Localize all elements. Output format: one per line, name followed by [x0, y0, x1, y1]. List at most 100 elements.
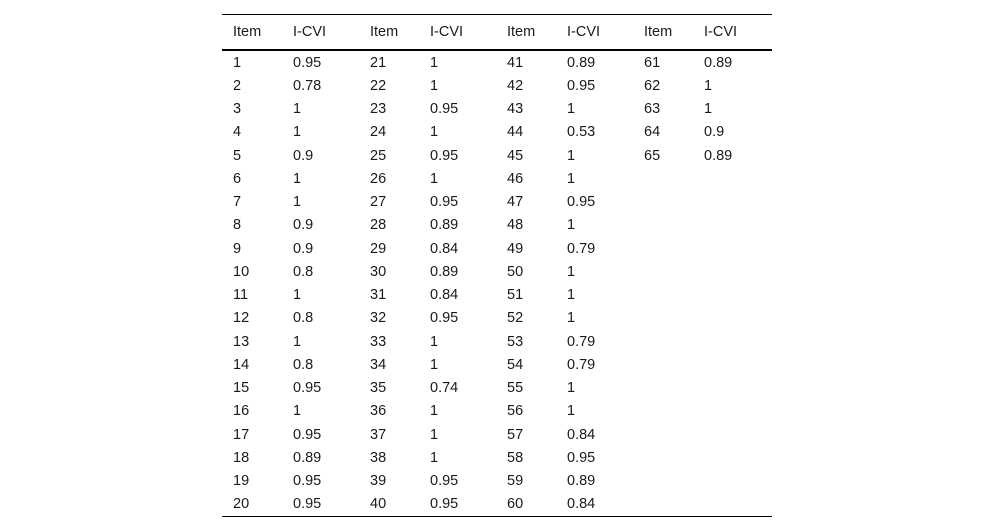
item-cell: 36	[370, 403, 387, 420]
item-cell: 8	[233, 217, 242, 234]
icvi-cell: 0.84	[430, 287, 459, 304]
icvi-cell: 0.95	[567, 194, 596, 211]
table-row: 9 0.9 29 0.84 49 0.79	[222, 237, 772, 260]
item-cell: 45	[507, 147, 524, 164]
table-row: 2 0.78 22 1 42 0.95 62 1	[222, 74, 772, 97]
table-row: 13 1 33 1 53 0.79	[222, 330, 772, 353]
item-cell	[633, 237, 693, 260]
item-cell: 55	[507, 380, 524, 397]
icvi-cell: 0.79	[567, 240, 596, 257]
item-cell: 11	[233, 287, 249, 304]
item-cell	[633, 167, 693, 190]
item-cell: 9	[233, 240, 242, 257]
icvi-cell: 1	[293, 101, 302, 118]
item-cell: 18	[233, 449, 250, 466]
icvi-cell: 1	[567, 217, 576, 234]
item-cell: 44	[507, 124, 524, 141]
item-cell: 49	[507, 240, 524, 257]
icvi-cell: 1	[567, 310, 576, 327]
icvi-cell	[693, 423, 772, 446]
item-cell: 32	[370, 310, 387, 327]
item-cell: 57	[507, 426, 524, 443]
icvi-cell	[693, 167, 772, 190]
icvi-cell: 1	[430, 124, 439, 141]
item-cell: 46	[507, 170, 524, 187]
item-column-header: Item	[496, 14, 556, 51]
item-cell	[633, 260, 693, 283]
table-row: 19 0.95 39 0.95 59 0.89	[222, 470, 772, 493]
item-cell: 37	[370, 426, 387, 443]
icvi-cell: 0.8	[293, 310, 314, 327]
icvi-cell	[693, 260, 772, 283]
item-cell: 43	[507, 101, 524, 118]
icvi-cell: 0.78	[293, 77, 322, 94]
table-row: 20 0.95 40 0.95 60 0.84	[222, 493, 772, 517]
table-row: 5 0.9 25 0.95 45 1 65 0.89	[222, 144, 772, 167]
icvi-cell: 0.89	[567, 54, 596, 71]
icvi-cell: 1	[430, 170, 439, 187]
icvi-cell	[693, 493, 772, 517]
item-cell: 21	[370, 54, 387, 71]
item-cell	[633, 191, 693, 214]
item-cell: 5	[233, 147, 242, 164]
item-cell: 27	[370, 194, 387, 211]
icvi-cell: 0.79	[567, 333, 596, 350]
icvi-cell: 0.95	[430, 310, 459, 327]
item-cell: 35	[370, 380, 387, 397]
icvi-cell: 0.95	[293, 473, 322, 490]
item-cell	[633, 446, 693, 469]
item-cell: 24	[370, 124, 387, 141]
icvi-cell	[693, 470, 772, 493]
icvi-cell: 1	[430, 403, 439, 420]
item-cell: 13	[233, 333, 250, 350]
icvi-cell: 0.89	[430, 217, 459, 234]
item-cell	[633, 470, 693, 493]
icvi-cell	[693, 330, 772, 353]
icvi-cell: 0.95	[293, 496, 322, 513]
item-cell: 1	[233, 54, 242, 71]
table-row: 18 0.89 38 1 58 0.95	[222, 446, 772, 469]
item-cell: 60	[507, 496, 524, 513]
item-cell: 12	[233, 310, 250, 327]
item-cell: 63	[644, 101, 661, 118]
icvi-cell	[693, 237, 772, 260]
icvi-cell: 1	[567, 101, 576, 118]
icvi-cell: 1	[567, 170, 576, 187]
table-row: 15 0.95 35 0.74 55 1	[222, 377, 772, 400]
icvi-cell: 1	[567, 263, 576, 280]
table-row: 10 0.8 30 0.89 50 1	[222, 260, 772, 283]
icvi-cell: 0.95	[430, 473, 459, 490]
icvi-cell: 1	[430, 356, 439, 373]
icvi-cell: 1	[293, 403, 302, 420]
item-cell	[633, 400, 693, 423]
icvi-cell: 0.89	[430, 263, 459, 280]
icvi-cell: 0.95	[293, 54, 322, 71]
item-cell: 14	[233, 356, 250, 373]
icvi-cell: 1	[293, 170, 302, 187]
item-cell: 53	[507, 333, 524, 350]
icvi-cell: 0.95	[430, 194, 459, 211]
icvi-column-header: I-CVI	[556, 14, 633, 51]
icvi-cell	[693, 377, 772, 400]
item-cell: 50	[507, 263, 524, 280]
icvi-cell: 1	[293, 333, 302, 350]
item-cell	[633, 353, 693, 376]
icvi-cell	[693, 446, 772, 469]
table-row: 4 1 24 1 44 0.53 64 0.9	[222, 121, 772, 144]
icvi-cell: 1	[704, 77, 713, 94]
icvi-cell: 1	[293, 287, 302, 304]
icvi-table: Item I-CVI Item I-CVI Item I-CVI Item I-CVI 1 0.…	[222, 14, 772, 517]
icvi-cell: 0.9	[293, 147, 314, 164]
table-row: 1 0.95 21 1 41 0.89 61 0.89	[222, 50, 772, 74]
item-cell: 58	[507, 449, 524, 466]
table-row: 16 1 36 1 56 1	[222, 400, 772, 423]
icvi-cell: 1	[430, 449, 439, 466]
item-cell: 33	[370, 333, 387, 350]
icvi-cell	[693, 307, 772, 330]
item-column-header: Item	[359, 14, 419, 51]
icvi-cell: 0.89	[567, 473, 596, 490]
icvi-column-header: I-CVI	[282, 14, 359, 51]
table-header: Item I-CVI Item I-CVI Item I-CVI Item I-CVI	[222, 14, 772, 51]
icvi-cell: 0.9	[293, 217, 314, 234]
icvi-cell: 0.95	[567, 449, 596, 466]
